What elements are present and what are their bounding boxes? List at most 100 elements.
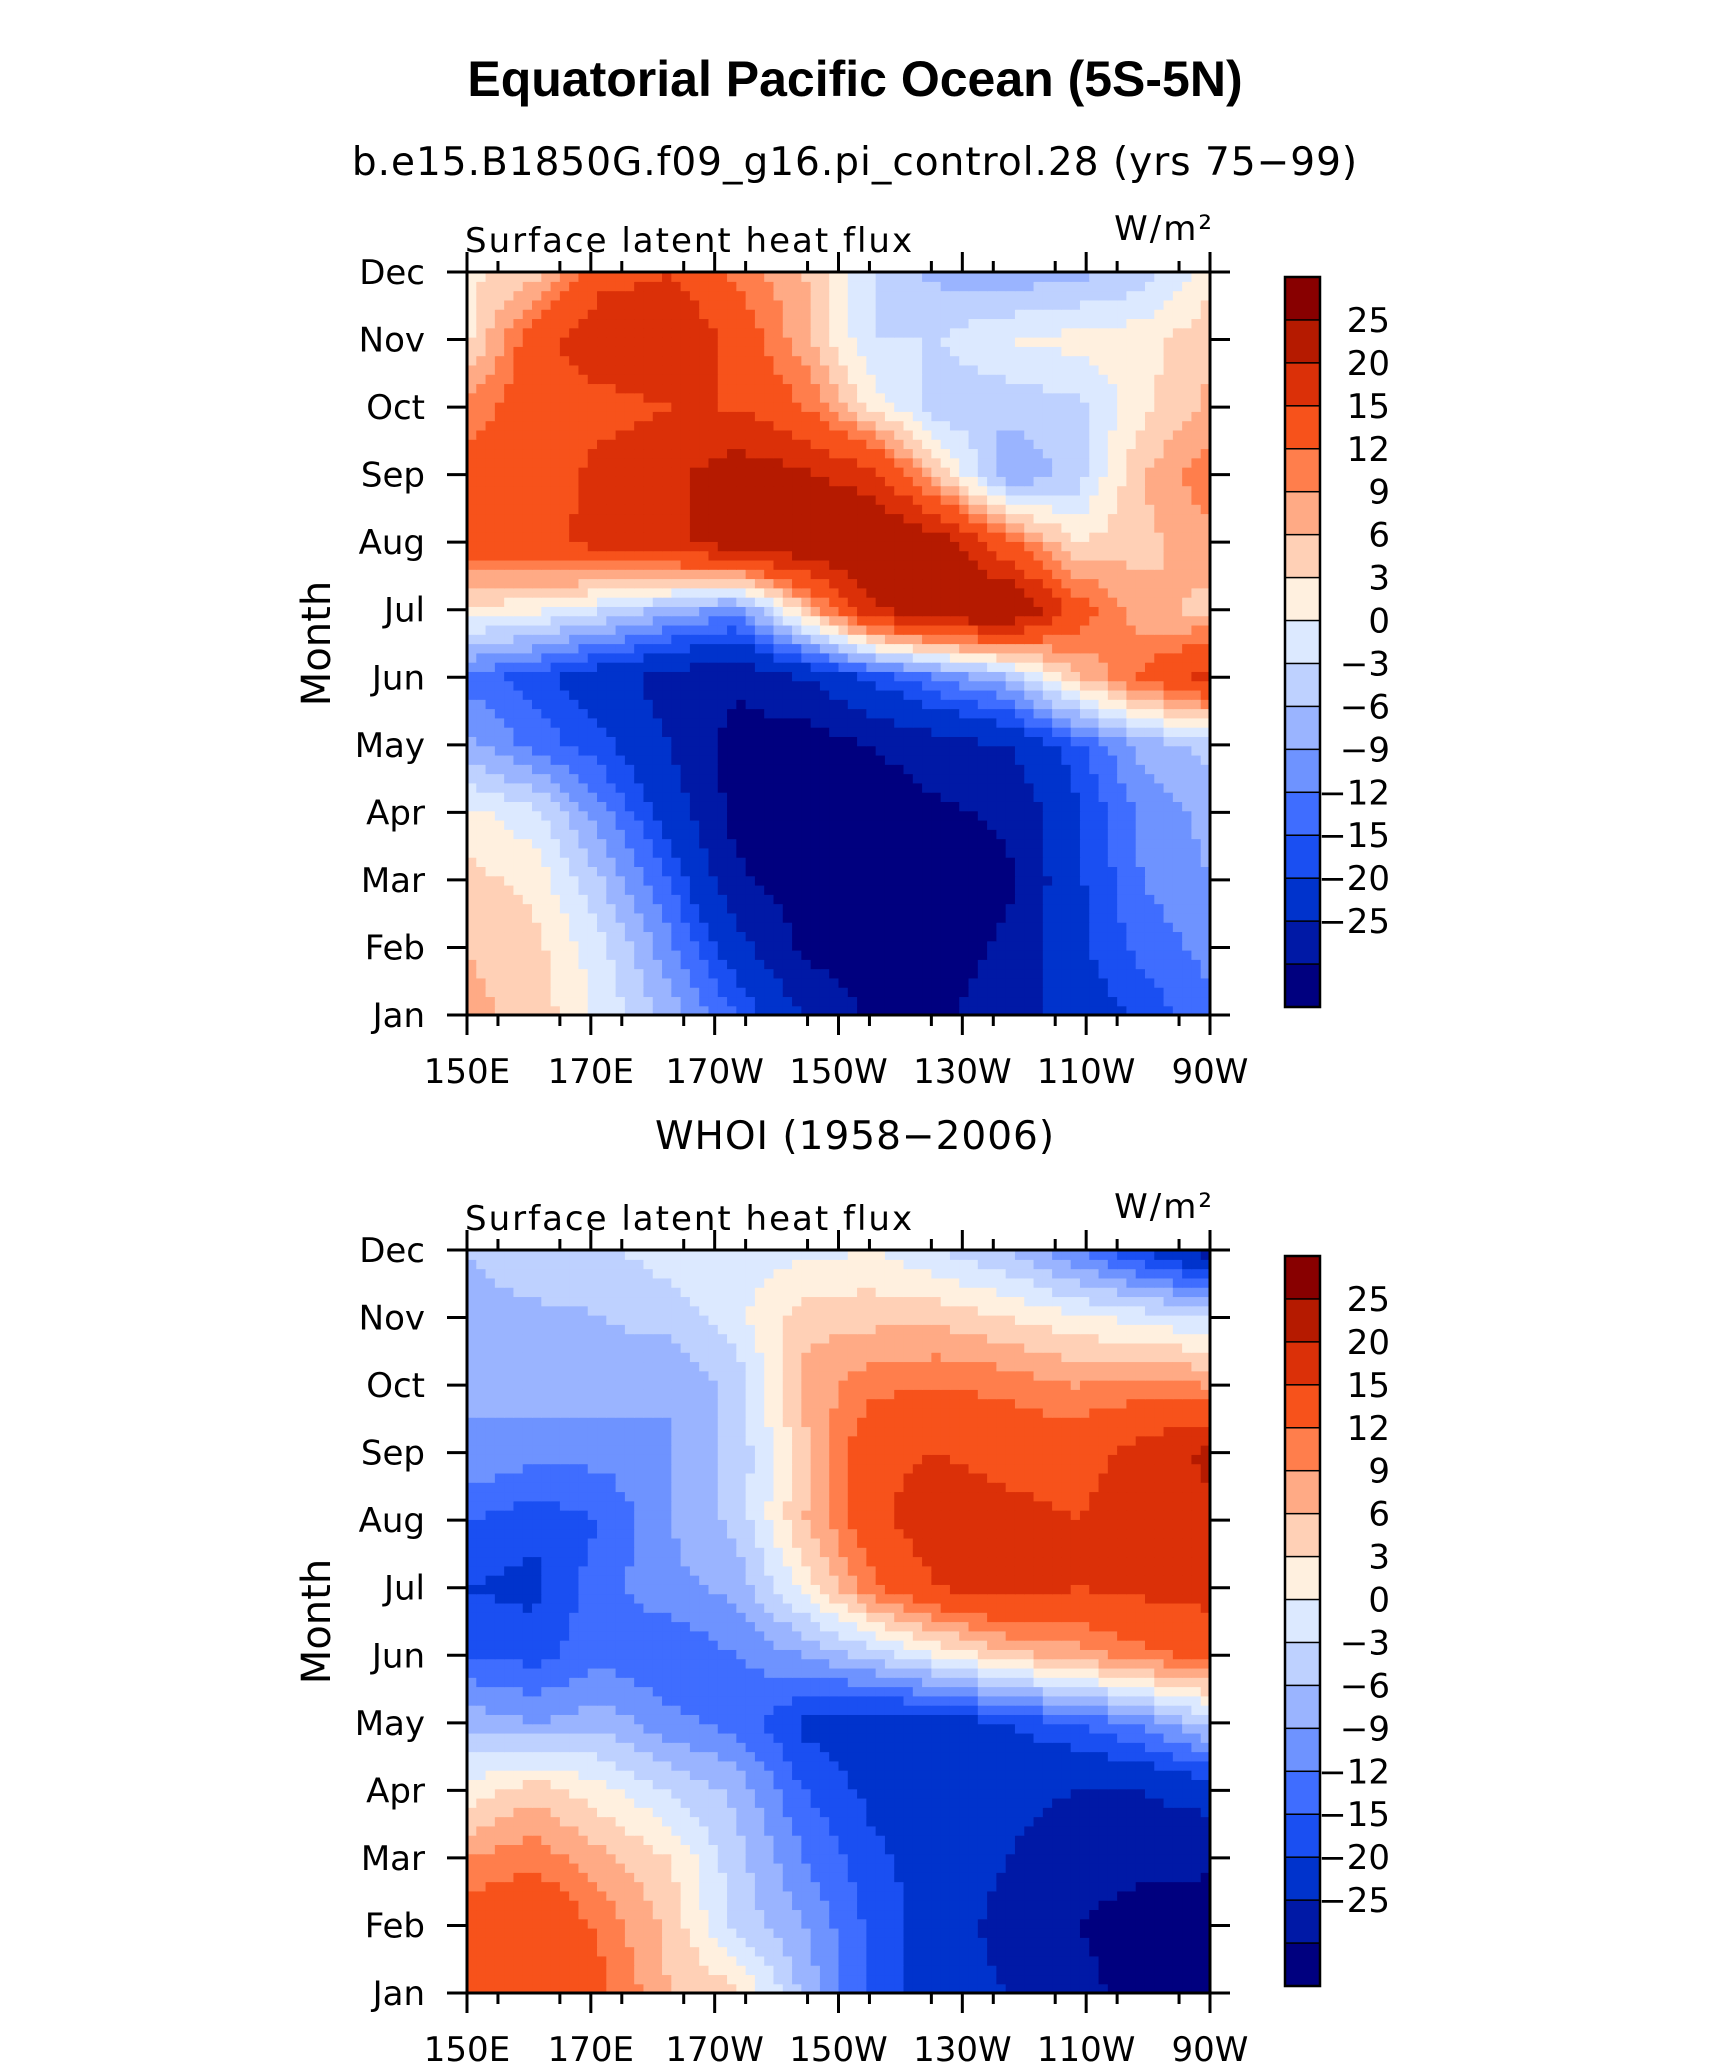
heatmap-cell	[1033, 717, 1044, 728]
heatmap-cell	[689, 476, 700, 487]
heatmap-cell	[838, 875, 849, 886]
heatmap-cell	[819, 699, 830, 710]
heatmap-cell	[1172, 894, 1183, 905]
heatmap-cell	[792, 532, 802, 542]
heatmap-cell	[996, 940, 1007, 951]
heatmap-cell	[764, 494, 775, 505]
heatmap-cell	[977, 532, 988, 542]
heatmap-cell	[1042, 494, 1053, 505]
heatmap-cell	[1135, 708, 1146, 719]
heatmap-cell	[699, 624, 710, 635]
heatmap-cell	[624, 940, 635, 951]
heatmap-cell	[968, 689, 979, 700]
heatmap-cell	[624, 764, 635, 775]
heatmap-cell	[699, 513, 710, 524]
heatmap-cell	[736, 745, 747, 756]
heatmap-cell	[662, 467, 672, 477]
heatmap-cell	[467, 792, 477, 802]
heatmap-cell	[1126, 922, 1137, 933]
heatmap-cell	[652, 448, 663, 459]
heatmap-cell	[1163, 931, 1174, 942]
heatmap-cell	[912, 764, 923, 775]
heatmap-cell	[1033, 884, 1044, 895]
heatmap-cell	[866, 634, 877, 645]
heatmap-cell	[727, 662, 737, 672]
heatmap-cell	[467, 1005, 477, 1015]
heatmap-cell	[1042, 569, 1053, 580]
heatmap-cell	[1070, 467, 1081, 477]
heatmap-cell	[857, 894, 867, 905]
heatmap-cell	[559, 1005, 570, 1015]
heatmap-cell	[857, 866, 867, 877]
heatmap-cell	[550, 884, 561, 895]
heatmap-cell	[1172, 476, 1183, 487]
heatmap-cell	[494, 819, 505, 830]
heatmap-cell	[467, 699, 477, 710]
heatmap-cell	[773, 494, 784, 505]
heatmap-cell	[1014, 977, 1025, 988]
heatmap-cell	[606, 782, 617, 793]
heatmap-cell	[578, 884, 589, 895]
heatmap-cell	[671, 439, 682, 450]
heatmap-cell	[671, 541, 682, 552]
heatmap-cell	[996, 912, 1007, 923]
heatmap-cell	[959, 708, 970, 719]
heatmap-cell	[838, 912, 849, 923]
heatmap-cell	[884, 903, 895, 914]
heatmap-cell	[1033, 931, 1044, 942]
heatmap-cell	[652, 569, 663, 580]
heatmap-cell	[745, 643, 756, 654]
heatmap-cell	[1200, 884, 1210, 895]
heatmap-cell	[912, 782, 923, 793]
heatmap-cell	[569, 949, 580, 960]
heatmap-cell	[949, 671, 960, 682]
heatmap-cell	[792, 457, 802, 468]
heatmap-cell	[1061, 838, 1072, 849]
heatmap-cell	[624, 949, 635, 960]
heatmap-cell	[643, 903, 654, 914]
heatmap-cell	[810, 680, 821, 691]
heatmap-cell	[764, 550, 775, 561]
heatmap-cell	[968, 513, 979, 524]
heatmap-cell	[1191, 782, 1202, 793]
heatmap-cell	[643, 671, 654, 682]
heatmap-cell	[782, 662, 793, 672]
heatmap-cell	[606, 708, 617, 719]
heatmap-cell	[764, 754, 775, 765]
heatmap-cell	[634, 838, 645, 849]
heatmap-cell	[1126, 559, 1137, 570]
heatmap-cell	[912, 903, 923, 914]
heatmap-cell	[838, 578, 849, 589]
heatmap-cell	[1200, 624, 1210, 635]
heatmap-cell	[652, 559, 663, 570]
heatmap-cell	[1117, 894, 1128, 905]
heatmap-cell	[847, 829, 858, 840]
heatmap-cell	[1107, 819, 1118, 830]
heatmap-cell	[476, 439, 487, 450]
heatmap-cell	[949, 587, 960, 598]
heatmap-cell	[1033, 504, 1044, 515]
heatmap-cell	[968, 987, 979, 998]
heatmap-cell	[1098, 680, 1109, 691]
heatmap-cell	[1033, 467, 1044, 477]
heatmap-cell	[513, 792, 524, 802]
heatmap-cell	[1089, 504, 1100, 515]
heatmap-cell	[1144, 615, 1155, 626]
heatmap-cell	[485, 773, 496, 784]
heatmap-cell	[1079, 940, 1090, 951]
heatmap-cell	[884, 922, 895, 933]
heatmap-cell	[838, 801, 849, 812]
heatmap-cell	[1089, 597, 1100, 607]
heatmap-cell	[1117, 513, 1128, 524]
heatmap-cell	[504, 680, 515, 691]
heatmap-cell	[1052, 866, 1062, 877]
heatmap-cell	[587, 467, 598, 477]
heatmap-cell	[1033, 699, 1044, 710]
heatmap-cell	[1144, 977, 1155, 988]
heatmap-cell	[1042, 699, 1053, 710]
heatmap-cell	[541, 652, 552, 663]
heatmap-cell	[884, 643, 895, 654]
heatmap-cell	[494, 643, 505, 654]
heatmap-cell	[977, 624, 988, 635]
heatmap-cell	[606, 429, 617, 440]
